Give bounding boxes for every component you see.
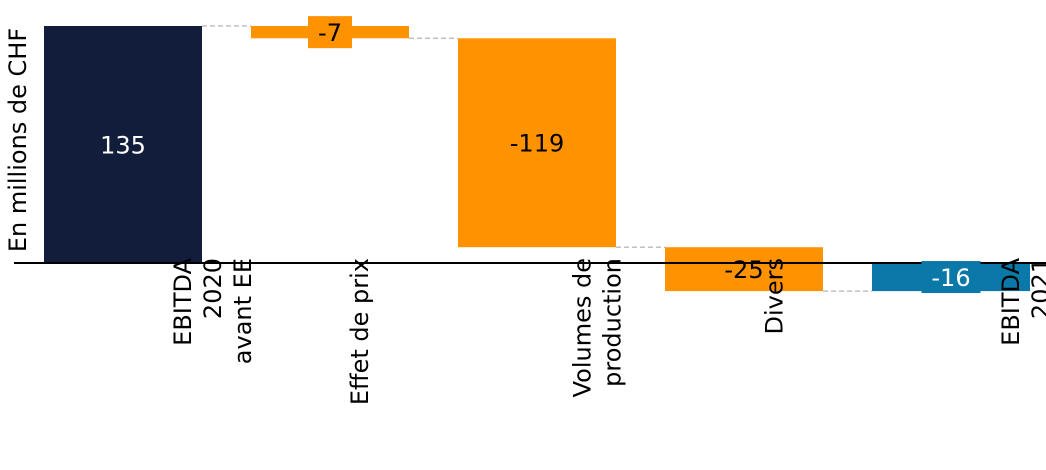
data-label-3: -119 bbox=[510, 130, 564, 158]
data-labels-group: 135 -7 -119 -25 -16 bbox=[100, 16, 981, 294]
bar-4 bbox=[665, 247, 823, 292]
data-label-5: -16 bbox=[931, 264, 970, 292]
category-label-line: Effet de prix bbox=[346, 258, 374, 406]
category-label-line: production bbox=[598, 258, 626, 387]
category-label-text: Volumes de production bbox=[567, 258, 627, 397]
category-label-line: Volumes de bbox=[568, 258, 596, 398]
data-label-1: 135 bbox=[100, 132, 146, 160]
category-label-text: EBITDA 2020 avant EE bbox=[168, 258, 258, 364]
data-label-bg-5 bbox=[921, 261, 981, 294]
category-label-line: 2021 bbox=[1027, 258, 1046, 320]
category-label-line: 2020 bbox=[199, 258, 227, 320]
category-label-text: Divers bbox=[759, 258, 789, 335]
bar-1 bbox=[44, 26, 202, 263]
y-axis-title: En millions de CHF bbox=[4, 27, 32, 253]
bars-group bbox=[44, 26, 1030, 292]
category-label-line: Divers bbox=[760, 258, 788, 335]
bar-3 bbox=[458, 38, 616, 248]
connector-lines bbox=[202, 25, 872, 292]
category-label-text: EBITDA2021avant EE bbox=[996, 258, 1046, 364]
data-label-2: -7 bbox=[318, 19, 342, 47]
data-label-4: -25 bbox=[724, 256, 763, 284]
category-label-line: EBITDA bbox=[169, 258, 197, 346]
category-label-line: EBITDA bbox=[997, 258, 1025, 346]
category-label-line: avant EE bbox=[229, 258, 257, 365]
category-label-text: Effet de prix bbox=[345, 258, 375, 405]
data-label-bg-2 bbox=[308, 16, 352, 49]
